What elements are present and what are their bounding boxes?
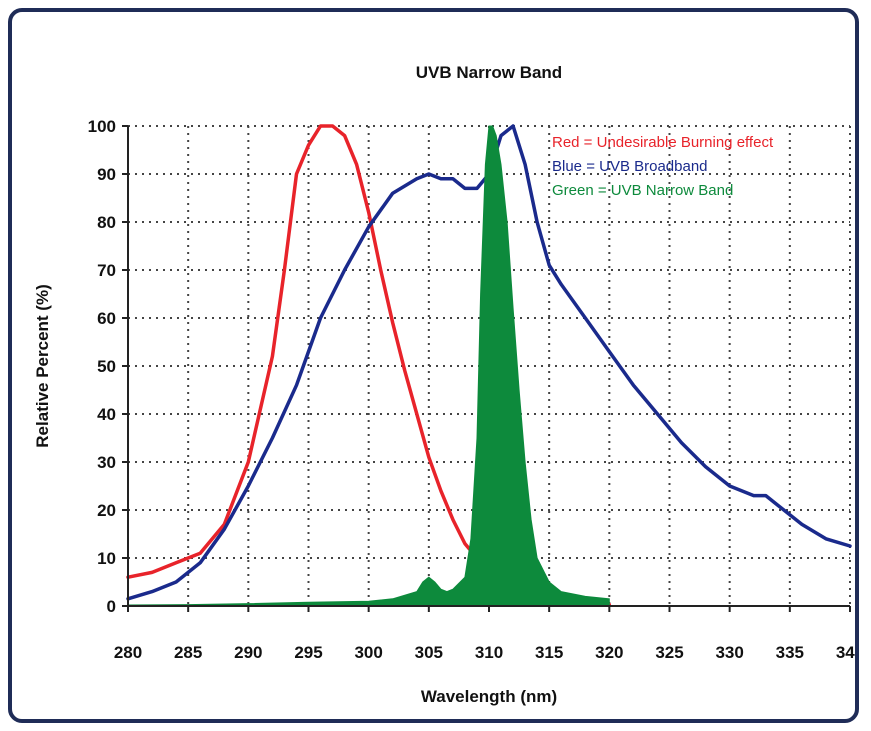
x-tick-label: 335 [776, 643, 804, 662]
x-tick-label: 295 [294, 643, 322, 662]
y-tick-label: 30 [97, 453, 116, 472]
x-tick-label: 320 [595, 643, 623, 662]
y-tick-label: 50 [97, 357, 116, 376]
y-tick-label: 0 [107, 597, 116, 616]
chart-svg: 280 285 290 295 300 305 310 315 320 325 330 335 340 0… [33, 63, 859, 706]
x-tick-label: 305 [415, 643, 443, 662]
series-area-green [127, 125, 610, 607]
x-tick-label: 280 [114, 643, 142, 662]
y-tick-label: 90 [97, 165, 116, 184]
x-tick-label: 340 [836, 643, 859, 662]
legend-entry: Red = Undesirable Burning effect [552, 134, 774, 151]
x-tick-label: 330 [715, 643, 743, 662]
chart-title: UVB Narrow Band [416, 63, 562, 82]
x-tick-label: 325 [655, 643, 683, 662]
y-tick-label: 40 [97, 405, 116, 424]
y-tick-label: 70 [97, 261, 116, 280]
x-tick-label: 300 [354, 643, 382, 662]
y-axis-label: Relative Percent (%) [33, 284, 52, 447]
x-tick-label: 290 [234, 643, 262, 662]
x-axis-label: Wavelength (nm) [421, 687, 557, 706]
x-tick-label: 315 [535, 643, 563, 662]
chart-frame: 280 285 290 295 300 305 310 315 320 325 330 335 340 0… [8, 8, 859, 723]
x-tick-label: 285 [174, 643, 202, 662]
y-tick-label: 60 [97, 309, 116, 328]
y-tick-label: 10 [97, 549, 116, 568]
legend-entry: Green = UVB Narrow Band [552, 182, 733, 199]
y-tick-label: 100 [88, 117, 116, 136]
y-tick-label: 20 [97, 501, 116, 520]
x-tick-label: 310 [475, 643, 503, 662]
y-tick-label: 80 [97, 213, 116, 232]
legend-entry: Blue = UVB Broadband [552, 158, 708, 175]
